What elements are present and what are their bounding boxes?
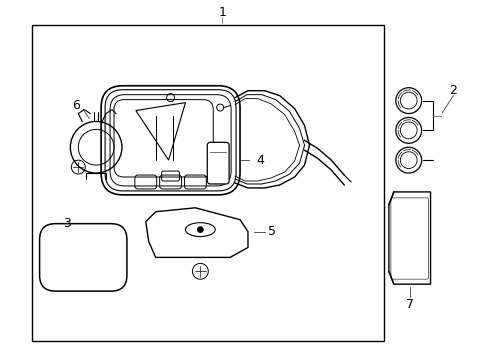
Text: 7: 7 [405,297,413,311]
Text: 4: 4 [255,154,264,167]
Text: 6: 6 [72,99,80,112]
FancyBboxPatch shape [207,142,229,184]
Text: 2: 2 [448,84,456,97]
Bar [32,25,383,341]
FancyBboxPatch shape [40,224,127,291]
Text: 5: 5 [267,225,275,238]
Text: 1: 1 [218,6,225,19]
Circle shape [197,227,203,233]
Text: 3: 3 [63,217,71,230]
FancyBboxPatch shape [101,86,240,195]
Ellipse shape [185,223,215,237]
